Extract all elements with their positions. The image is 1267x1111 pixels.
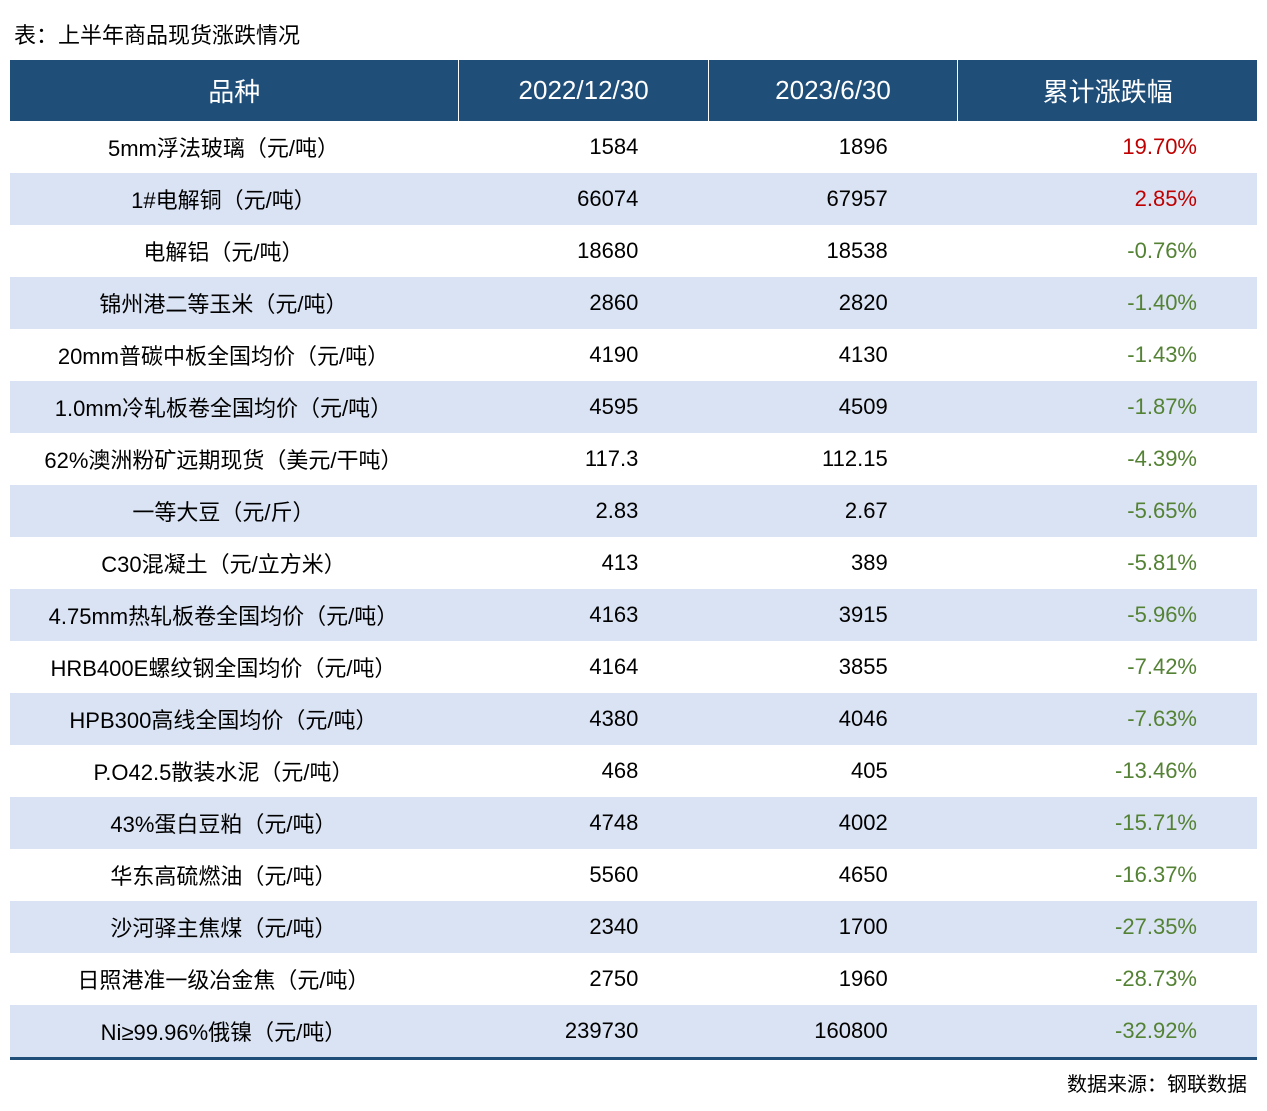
cell-change: -13.46% <box>958 745 1257 797</box>
cell-name: 电解铝（元/吨） <box>10 225 459 277</box>
cell-change: -4.39% <box>958 433 1257 485</box>
table-title: 表：上半年商品现货涨跌情况 <box>10 10 1257 60</box>
cell-value-1: 4595 <box>459 381 708 433</box>
cell-name: 4.75mm热轧板卷全国均价（元/吨） <box>10 589 459 641</box>
cell-change: -1.87% <box>958 381 1257 433</box>
cell-value-2: 112.15 <box>708 433 957 485</box>
cell-change: -5.65% <box>958 485 1257 537</box>
cell-value-2: 2.67 <box>708 485 957 537</box>
cell-value-2: 4046 <box>708 693 957 745</box>
table-row: Ni≥99.96%俄镍（元/吨）239730160800-32.92% <box>10 1005 1257 1059</box>
cell-change: -1.43% <box>958 329 1257 381</box>
table-row: 5mm浮法玻璃（元/吨）1584189619.70% <box>10 121 1257 173</box>
cell-value-2: 160800 <box>708 1005 957 1059</box>
table-row: 电解铝（元/吨）1868018538-0.76% <box>10 225 1257 277</box>
cell-value-1: 2.83 <box>459 485 708 537</box>
table-row: C30混凝土（元/立方米）413389-5.81% <box>10 537 1257 589</box>
cell-name: 沙河驿主焦煤（元/吨） <box>10 901 459 953</box>
cell-change: 2.85% <box>958 173 1257 225</box>
cell-value-1: 2340 <box>459 901 708 953</box>
table-row: 一等大豆（元/斤）2.832.67-5.65% <box>10 485 1257 537</box>
cell-value-2: 1700 <box>708 901 957 953</box>
table-row: 沙河驿主焦煤（元/吨）23401700-27.35% <box>10 901 1257 953</box>
cell-value-1: 4163 <box>459 589 708 641</box>
col-header-name: 品种 <box>10 60 459 121</box>
col-header-change: 累计涨跌幅 <box>958 60 1257 121</box>
cell-value-2: 405 <box>708 745 957 797</box>
cell-change: 19.70% <box>958 121 1257 173</box>
cell-value-2: 67957 <box>708 173 957 225</box>
cell-value-1: 2750 <box>459 953 708 1005</box>
col-header-date2: 2023/6/30 <box>708 60 957 121</box>
cell-value-1: 4190 <box>459 329 708 381</box>
col-header-date1: 2022/12/30 <box>459 60 708 121</box>
table-row: 1#电解铜（元/吨）66074679572.85% <box>10 173 1257 225</box>
cell-value-1: 4748 <box>459 797 708 849</box>
cell-name: 锦州港二等玉米（元/吨） <box>10 277 459 329</box>
table-row: 20mm普碳中板全国均价（元/吨）41904130-1.43% <box>10 329 1257 381</box>
cell-value-2: 18538 <box>708 225 957 277</box>
cell-change: -16.37% <box>958 849 1257 901</box>
table-row: HRB400E螺纹钢全国均价（元/吨）41643855-7.42% <box>10 641 1257 693</box>
table-row: 华东高硫燃油（元/吨）55604650-16.37% <box>10 849 1257 901</box>
cell-value-1: 413 <box>459 537 708 589</box>
cell-value-1: 18680 <box>459 225 708 277</box>
table-header-row: 品种 2022/12/30 2023/6/30 累计涨跌幅 <box>10 60 1257 121</box>
cell-value-2: 4650 <box>708 849 957 901</box>
cell-name: 1.0mm冷轧板卷全国均价（元/吨） <box>10 381 459 433</box>
table-row: 62%澳洲粉矿远期现货（美元/干吨）117.3112.15-4.39% <box>10 433 1257 485</box>
commodity-table: 品种 2022/12/30 2023/6/30 累计涨跌幅 5mm浮法玻璃（元/… <box>10 60 1257 1060</box>
cell-change: -1.40% <box>958 277 1257 329</box>
cell-name: 43%蛋白豆粕（元/吨） <box>10 797 459 849</box>
cell-value-2: 1896 <box>708 121 957 173</box>
cell-name: C30混凝土（元/立方米） <box>10 537 459 589</box>
table-row: 43%蛋白豆粕（元/吨）47484002-15.71% <box>10 797 1257 849</box>
cell-name: P.O42.5散装水泥（元/吨） <box>10 745 459 797</box>
cell-value-1: 2860 <box>459 277 708 329</box>
cell-value-1: 4164 <box>459 641 708 693</box>
cell-value-1: 117.3 <box>459 433 708 485</box>
cell-name: 5mm浮法玻璃（元/吨） <box>10 121 459 173</box>
cell-change: -15.71% <box>958 797 1257 849</box>
cell-name: 日照港准一级冶金焦（元/吨） <box>10 953 459 1005</box>
cell-value-1: 239730 <box>459 1005 708 1059</box>
cell-change: -7.42% <box>958 641 1257 693</box>
cell-change: -32.92% <box>958 1005 1257 1059</box>
cell-change: -28.73% <box>958 953 1257 1005</box>
data-source: 数据来源：钢联数据 <box>10 1060 1257 1101</box>
cell-value-2: 4002 <box>708 797 957 849</box>
table-row: HPB300高线全国均价（元/吨）43804046-7.63% <box>10 693 1257 745</box>
cell-value-2: 1960 <box>708 953 957 1005</box>
cell-name: 华东高硫燃油（元/吨） <box>10 849 459 901</box>
cell-value-2: 3855 <box>708 641 957 693</box>
cell-value-1: 468 <box>459 745 708 797</box>
table-row: P.O42.5散装水泥（元/吨）468405-13.46% <box>10 745 1257 797</box>
table-row: 锦州港二等玉米（元/吨）28602820-1.40% <box>10 277 1257 329</box>
cell-value-2: 4509 <box>708 381 957 433</box>
cell-change: -5.96% <box>958 589 1257 641</box>
cell-value-2: 389 <box>708 537 957 589</box>
cell-value-1: 4380 <box>459 693 708 745</box>
table-row: 日照港准一级冶金焦（元/吨）27501960-28.73% <box>10 953 1257 1005</box>
cell-change: -5.81% <box>958 537 1257 589</box>
cell-change: -7.63% <box>958 693 1257 745</box>
cell-value-2: 2820 <box>708 277 957 329</box>
cell-name: 62%澳洲粉矿远期现货（美元/干吨） <box>10 433 459 485</box>
cell-value-1: 1584 <box>459 121 708 173</box>
table-row: 4.75mm热轧板卷全国均价（元/吨）41633915-5.96% <box>10 589 1257 641</box>
table-row: 1.0mm冷轧板卷全国均价（元/吨）45954509-1.87% <box>10 381 1257 433</box>
cell-name: Ni≥99.96%俄镍（元/吨） <box>10 1005 459 1059</box>
cell-value-1: 66074 <box>459 173 708 225</box>
cell-value-2: 3915 <box>708 589 957 641</box>
cell-name: 20mm普碳中板全国均价（元/吨） <box>10 329 459 381</box>
cell-name: HRB400E螺纹钢全国均价（元/吨） <box>10 641 459 693</box>
cell-change: -27.35% <box>958 901 1257 953</box>
cell-value-1: 5560 <box>459 849 708 901</box>
cell-value-2: 4130 <box>708 329 957 381</box>
cell-name: HPB300高线全国均价（元/吨） <box>10 693 459 745</box>
cell-change: -0.76% <box>958 225 1257 277</box>
cell-name: 1#电解铜（元/吨） <box>10 173 459 225</box>
cell-name: 一等大豆（元/斤） <box>10 485 459 537</box>
